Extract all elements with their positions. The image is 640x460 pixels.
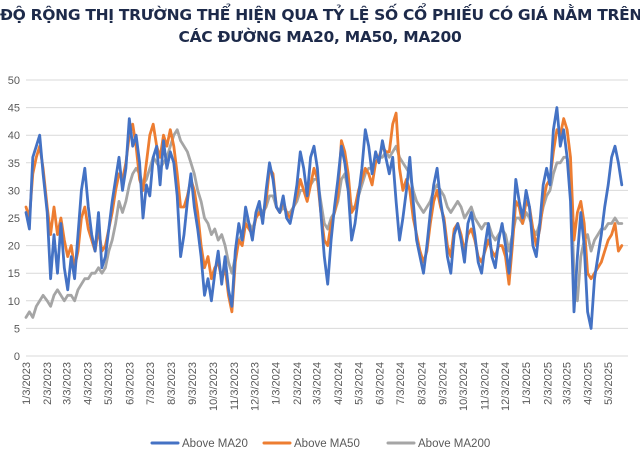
y-tick-label: 50	[8, 75, 20, 87]
x-tick-label: 1/3/2024	[271, 362, 283, 405]
x-tick-label: 2/3/2025	[542, 362, 554, 405]
x-tick-label: 3/3/2025	[561, 362, 573, 405]
y-tick-label: 40	[8, 130, 20, 142]
x-tick-label: 6/3/2024	[375, 362, 387, 405]
x-tick-label: 1/3/2023	[21, 362, 33, 405]
x-tick-label: 8/3/2024	[416, 362, 428, 405]
x-tick-label: 9/3/2024	[438, 362, 450, 405]
legend-label-above-ma20: Above MA20	[182, 438, 248, 450]
x-tick-label: 3/3/2023	[61, 362, 73, 405]
x-tick-label: 10/3/2024	[458, 362, 470, 411]
y-tick-label: 0	[14, 351, 20, 363]
x-tick-label: 8/3/2023	[166, 362, 178, 405]
x-tick-label: 7/3/2023	[145, 362, 157, 405]
x-tick-label: 4/3/2025	[583, 362, 595, 405]
y-tick-label: 15	[8, 268, 20, 280]
y-tick-label: 35	[8, 158, 20, 170]
x-tick-label: 2/3/2023	[42, 362, 54, 405]
series-lines	[24, 106, 624, 330]
y-tick-label: 20	[8, 241, 20, 253]
legend-label-above-ma200: Above MA200	[418, 438, 490, 450]
legend-label-above-ma50: Above MA50	[294, 438, 360, 450]
legend: Above MA20 Above MA50 Above MA200	[150, 438, 490, 450]
x-tick-label: 5/3/2025	[603, 362, 615, 405]
x-tick-label: 12/3/2024	[500, 362, 512, 411]
gridlines	[26, 79, 628, 357]
x-tick-label: 11/3/2024	[479, 362, 491, 410]
y-tick-label: 25	[8, 213, 20, 225]
y-tick-label: 45	[8, 103, 20, 115]
x-axis-tick-labels: 1/3/2023 2/3/2023 3/3/2023 4/3/2023 5/3/2023…	[21, 362, 615, 411]
chart-title-line-2: CÁC ĐƯỜNG MA20, MA50, MA200	[178, 28, 462, 46]
x-tick-label: 4/3/2023	[83, 362, 95, 405]
x-tick-label: 5/3/2024	[353, 362, 365, 405]
x-tick-label: 2/3/2024	[292, 362, 304, 405]
x-tick-label: 5/3/2023	[103, 362, 115, 405]
x-tick-label: 12/3/2023	[249, 362, 261, 411]
x-tick-label: 3/3/2024	[312, 362, 324, 405]
x-tick-label: 11/3/2023	[229, 362, 241, 410]
x-tick-label: 9/3/2023	[187, 362, 199, 405]
x-tick-label: 1/3/2025	[521, 362, 533, 405]
chart-title-line-1: ĐỘ RỘNG THỊ TRƯỜNG THỂ HIỆN QUA TỶ LỆ SỐ…	[0, 6, 640, 24]
y-tick-label: 10	[8, 296, 20, 308]
y-tick-label: 30	[8, 185, 20, 197]
chart-title: ĐỘ RỘNG THỊ TRƯỜNG THỂ HIỆN QUA TỶ LỆ SỐ…	[0, 4, 640, 48]
series-line-above-ma20	[24, 106, 624, 330]
x-tick-label: 7/3/2024	[395, 362, 407, 405]
x-tick-label: 4/3/2024	[333, 362, 345, 405]
x-tick-label: 10/3/2023	[208, 362, 220, 411]
y-tick-label: 5	[14, 323, 20, 335]
y-axis-tick-labels: 0 5 10 15 20 25 30 35 40 45 50	[8, 75, 20, 363]
x-tick-label: 6/3/2023	[124, 362, 136, 405]
